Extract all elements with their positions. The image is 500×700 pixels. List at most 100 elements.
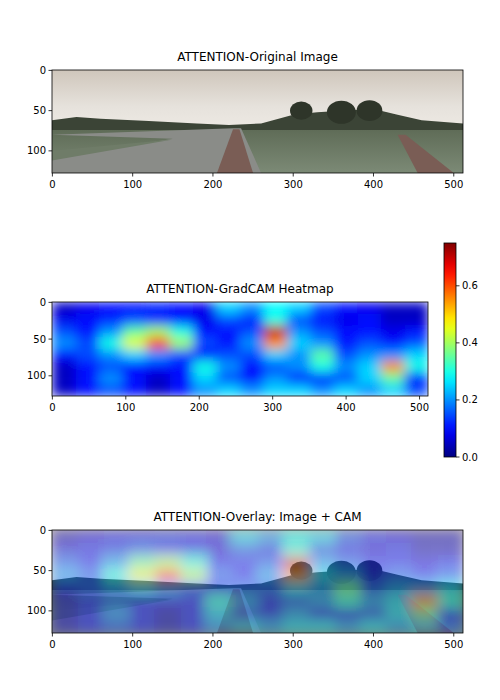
heatmap-cell (52, 349, 76, 361)
heatmap-cell (103, 594, 129, 607)
heatmap-cell (180, 530, 206, 543)
heatmap-cell (217, 326, 241, 338)
heatmap-cell (103, 556, 129, 569)
x-tick (125, 396, 126, 400)
heatmap-cell (206, 569, 232, 582)
y-tick (49, 530, 53, 531)
heatmap-cell (283, 594, 309, 607)
heatmap-cell (78, 594, 104, 607)
y-tick-label: 100 (27, 145, 46, 156)
heatmap-cell (52, 543, 78, 556)
heatmap-cell (287, 314, 311, 326)
heatmap-cell (206, 594, 232, 607)
heatmap-cell (180, 594, 206, 607)
y-tick (49, 570, 53, 571)
heatmap-cell (123, 361, 147, 373)
y-tick (49, 110, 53, 111)
heatmap-cell (283, 607, 309, 620)
heatmap-cell (405, 361, 429, 373)
x-tick-label: 300 (284, 179, 303, 190)
heatmap-cell (146, 337, 170, 349)
y-tick-label: 50 (33, 105, 46, 116)
heatmap-cell (437, 556, 463, 569)
heatmap-cell (232, 569, 258, 582)
heatmap-cell (358, 384, 382, 396)
heatmap-cell (52, 361, 76, 373)
x-tick (52, 633, 53, 637)
heatmap-cell (334, 384, 358, 396)
y-tick-label: 100 (27, 370, 46, 381)
heatmap-cell (123, 349, 147, 361)
heatmap-cell (311, 384, 335, 396)
heatmap-cell (405, 326, 429, 338)
heatmap-cell (264, 349, 288, 361)
x-tick (132, 173, 133, 177)
photo-tree (357, 100, 383, 121)
photo-verge (52, 140, 173, 161)
x-tick (373, 173, 374, 177)
heatmap-cell (76, 314, 100, 326)
heatmap-cell (360, 594, 386, 607)
heatmap-cell (146, 361, 170, 373)
heatmap-cell (381, 349, 405, 361)
heatmap-cell (405, 384, 429, 396)
heatmap-cell (52, 594, 78, 607)
heatmap-cell (206, 582, 232, 595)
heatmap-cell (129, 569, 155, 582)
heatmap-cell (146, 326, 170, 338)
heatmap-cell (287, 337, 311, 349)
axes-frame (52, 302, 428, 396)
heatmap-cell (193, 361, 217, 373)
heatmap-cell (309, 582, 335, 595)
x-tick-label: 200 (190, 402, 209, 413)
x-tick-label: 0 (49, 179, 55, 190)
heatmap-cells (52, 530, 463, 633)
heatmap-cell (193, 373, 217, 385)
heatmap-cell (386, 556, 412, 569)
heatmap-cell (264, 361, 288, 373)
figure: 0100200300400500050100ATTENTION-Original… (0, 0, 500, 700)
heatmap-cell (129, 556, 155, 569)
heatmap-cell (264, 373, 288, 385)
y-tick (49, 302, 53, 303)
x-tick-label: 300 (263, 402, 282, 413)
heatmap-cell (52, 302, 76, 314)
x-tick-label: 0 (49, 402, 55, 413)
colorbar (444, 243, 456, 457)
heatmap-cell (170, 373, 194, 385)
heatmap-cell (99, 326, 123, 338)
heatmap-cell (99, 314, 123, 326)
heatmap-cell (386, 594, 412, 607)
photo-cyclepath (217, 129, 253, 173)
heatmap-cell (206, 607, 232, 620)
heatmap-cell (287, 326, 311, 338)
heatmap-cell (103, 620, 129, 633)
heatmap-cell (437, 530, 463, 543)
heatmap-cell (358, 373, 382, 385)
heatmap-cell (386, 607, 412, 620)
heatmap-cell (264, 314, 288, 326)
heatmap-cell (123, 373, 147, 385)
axes-frame (52, 530, 463, 633)
heatmap-cell (78, 582, 104, 595)
heatmap-cell (412, 543, 438, 556)
heatmap-cell (52, 569, 78, 582)
heatmap-cell (437, 543, 463, 556)
heatmap-cell (405, 349, 429, 361)
colorbar-tick-label: 0.0 (462, 452, 478, 463)
y-tick (49, 150, 53, 151)
heatmap-cell (206, 556, 232, 569)
heatmap-cell (52, 373, 76, 385)
heatmap-cell (360, 530, 386, 543)
heatmap-cell (232, 607, 258, 620)
x-tick (132, 633, 133, 637)
heatmap-cell (309, 556, 335, 569)
y-tick (49, 339, 53, 340)
heatmap-cell (52, 620, 78, 633)
x-tick (199, 396, 200, 400)
heatmap-cell (52, 314, 76, 326)
heatmap-cell (99, 384, 123, 396)
x-tick (453, 633, 454, 637)
heatmap-cell (155, 607, 181, 620)
heatmap-cell (334, 326, 358, 338)
